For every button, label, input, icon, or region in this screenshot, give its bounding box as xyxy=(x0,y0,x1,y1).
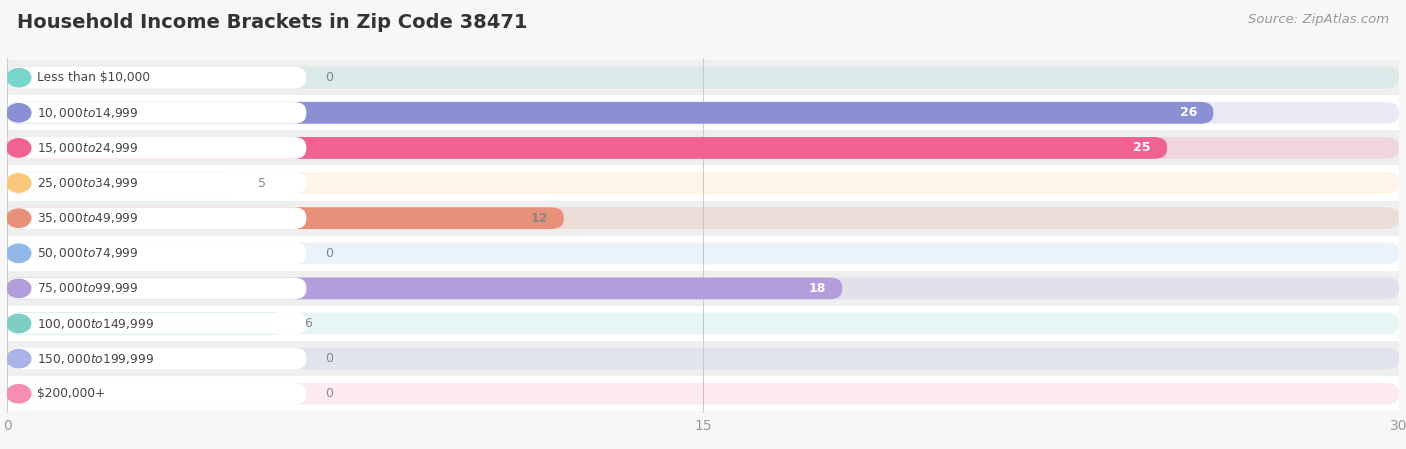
FancyBboxPatch shape xyxy=(7,95,1399,130)
FancyBboxPatch shape xyxy=(7,348,307,370)
Circle shape xyxy=(7,385,31,403)
Text: 0: 0 xyxy=(325,352,333,365)
FancyBboxPatch shape xyxy=(7,207,1399,229)
Text: 0: 0 xyxy=(325,387,333,400)
Text: Household Income Brackets in Zip Code 38471: Household Income Brackets in Zip Code 38… xyxy=(17,13,527,32)
Text: 5: 5 xyxy=(257,176,266,189)
Circle shape xyxy=(7,139,31,157)
Text: 0: 0 xyxy=(325,71,333,84)
FancyBboxPatch shape xyxy=(7,242,307,264)
FancyBboxPatch shape xyxy=(7,60,1399,95)
FancyBboxPatch shape xyxy=(7,166,1399,201)
Text: $75,000 to $99,999: $75,000 to $99,999 xyxy=(38,282,139,295)
Text: $15,000 to $24,999: $15,000 to $24,999 xyxy=(38,141,139,155)
FancyBboxPatch shape xyxy=(7,242,1399,264)
Text: Less than $10,000: Less than $10,000 xyxy=(38,71,150,84)
Circle shape xyxy=(7,244,31,262)
FancyBboxPatch shape xyxy=(7,313,285,335)
Text: 6: 6 xyxy=(304,317,312,330)
Text: 26: 26 xyxy=(1180,106,1197,119)
FancyBboxPatch shape xyxy=(7,172,307,194)
Text: $200,000+: $200,000+ xyxy=(38,387,105,400)
FancyBboxPatch shape xyxy=(7,277,1399,299)
FancyBboxPatch shape xyxy=(7,271,1399,306)
FancyBboxPatch shape xyxy=(7,172,1399,194)
FancyBboxPatch shape xyxy=(7,313,307,335)
Text: $35,000 to $49,999: $35,000 to $49,999 xyxy=(38,211,139,225)
FancyBboxPatch shape xyxy=(7,67,1399,88)
Circle shape xyxy=(7,314,31,333)
FancyBboxPatch shape xyxy=(7,130,1399,166)
FancyBboxPatch shape xyxy=(7,341,1399,376)
Circle shape xyxy=(7,349,31,368)
FancyBboxPatch shape xyxy=(7,102,307,123)
FancyBboxPatch shape xyxy=(7,348,1399,370)
Circle shape xyxy=(7,279,31,298)
FancyBboxPatch shape xyxy=(7,137,1167,159)
Text: $50,000 to $74,999: $50,000 to $74,999 xyxy=(38,247,139,260)
Text: 0: 0 xyxy=(325,247,333,260)
Text: $25,000 to $34,999: $25,000 to $34,999 xyxy=(38,176,139,190)
FancyBboxPatch shape xyxy=(7,102,1213,123)
Circle shape xyxy=(7,104,31,122)
FancyBboxPatch shape xyxy=(7,277,842,299)
FancyBboxPatch shape xyxy=(7,383,1399,405)
Text: $100,000 to $149,999: $100,000 to $149,999 xyxy=(38,317,155,330)
Circle shape xyxy=(7,69,31,87)
Circle shape xyxy=(7,209,31,227)
FancyBboxPatch shape xyxy=(7,201,1399,236)
FancyBboxPatch shape xyxy=(7,383,307,405)
Text: 25: 25 xyxy=(1133,141,1150,154)
FancyBboxPatch shape xyxy=(7,313,1399,335)
FancyBboxPatch shape xyxy=(7,172,239,194)
FancyBboxPatch shape xyxy=(7,207,564,229)
FancyBboxPatch shape xyxy=(7,137,307,159)
Text: $10,000 to $14,999: $10,000 to $14,999 xyxy=(38,106,139,120)
FancyBboxPatch shape xyxy=(7,277,307,299)
FancyBboxPatch shape xyxy=(7,102,1399,123)
Text: Source: ZipAtlas.com: Source: ZipAtlas.com xyxy=(1249,13,1389,26)
FancyBboxPatch shape xyxy=(7,67,307,88)
FancyBboxPatch shape xyxy=(7,137,1399,159)
FancyBboxPatch shape xyxy=(7,207,307,229)
Text: 12: 12 xyxy=(530,211,547,224)
Circle shape xyxy=(7,174,31,192)
Text: $150,000 to $199,999: $150,000 to $199,999 xyxy=(38,352,155,365)
FancyBboxPatch shape xyxy=(7,376,1399,411)
FancyBboxPatch shape xyxy=(7,236,1399,271)
Text: 18: 18 xyxy=(808,282,825,295)
FancyBboxPatch shape xyxy=(7,306,1399,341)
